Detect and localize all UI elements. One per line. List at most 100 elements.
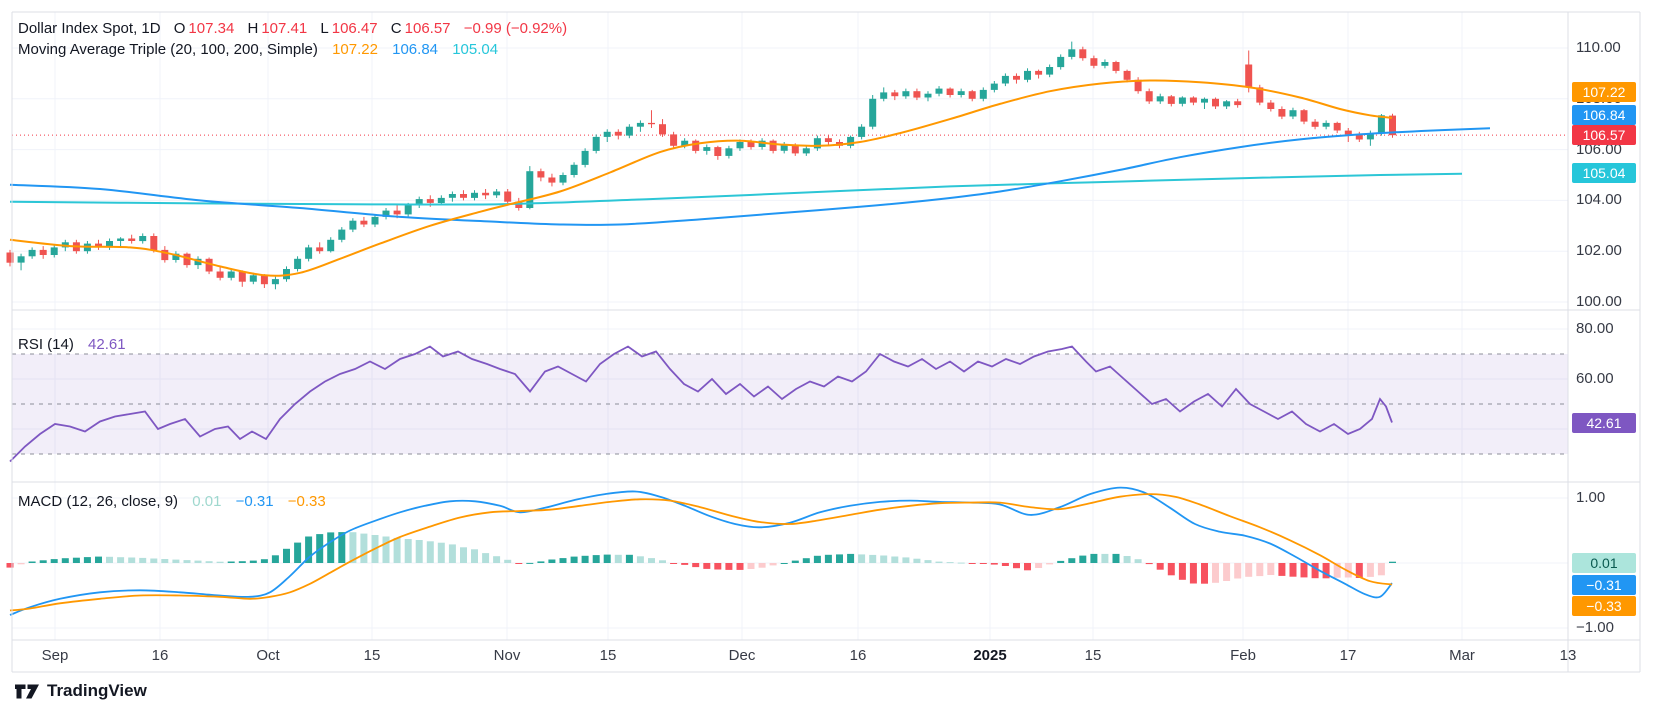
macd-histogram-bar <box>1123 556 1131 563</box>
macd-histogram-bar <box>769 563 777 566</box>
macd-histogram-bar <box>802 558 810 563</box>
candle-body <box>260 275 268 285</box>
macd-histogram-bar <box>448 544 456 563</box>
macd-histogram-bar <box>1035 563 1043 568</box>
macd-histogram-bar <box>1112 553 1120 563</box>
macd-histogram-bar <box>426 541 434 563</box>
macd-histogram-bar <box>437 542 445 563</box>
candle-body <box>117 238 125 241</box>
macd-histogram-bar <box>648 558 655 563</box>
candle-body <box>349 220 357 230</box>
candle-body <box>1223 101 1231 107</box>
rsi-value: 42.61 <box>88 336 126 353</box>
macd-histogram-bar <box>537 561 545 563</box>
macd-histogram-bar <box>614 554 622 563</box>
low-label: L <box>320 20 329 37</box>
candle-body <box>1079 49 1087 59</box>
macd-histogram-bar <box>106 556 113 563</box>
time-axis-label: 15 <box>1084 647 1102 664</box>
candle-body <box>659 124 666 135</box>
candle-body <box>415 199 423 206</box>
macd-histogram-bar <box>161 559 169 563</box>
candle-body <box>813 138 821 149</box>
candle-body <box>780 144 788 151</box>
price-axis-label: 100.00 <box>1576 293 1622 310</box>
macd-histogram-bar <box>194 560 202 563</box>
candle-body <box>28 249 36 257</box>
rsi-title: RSI (14) <box>18 336 74 353</box>
macd-histogram-bar <box>415 540 423 563</box>
macd-histogram-bar <box>570 556 578 563</box>
high-label: H <box>247 20 259 37</box>
rsi-legend: RSI (14) 42.61 <box>18 336 126 353</box>
macd-histogram-bar <box>216 561 224 563</box>
open-value: 107.34 <box>188 20 235 37</box>
candle-body <box>316 247 324 252</box>
candle-body <box>824 138 832 142</box>
ma200-line <box>9 172 1463 206</box>
candle-body <box>957 91 965 95</box>
candle-body <box>1245 64 1253 88</box>
candle-body <box>1355 134 1363 140</box>
candle-body <box>636 122 644 127</box>
candle-body <box>172 253 180 260</box>
candle-body <box>692 140 700 151</box>
macd-histogram-bar <box>869 554 877 563</box>
macd-histogram-bar <box>139 557 147 563</box>
price-axis-label: 104.00 <box>1576 191 1622 209</box>
macd-histogram-bar <box>1289 563 1297 577</box>
macd-histogram-bar <box>979 563 987 564</box>
candle-body <box>150 236 158 250</box>
macd-axis-label: −1.00 <box>1576 619 1614 636</box>
macd-line <box>9 486 1393 616</box>
macd-histogram-bar <box>294 542 302 563</box>
time-axis-label: 16 <box>849 647 867 664</box>
macd-histogram-bar <box>338 532 346 563</box>
macd-histogram-bar <box>117 557 125 563</box>
candle-body <box>537 171 545 178</box>
candle-body <box>714 147 722 156</box>
candle-body <box>437 197 445 203</box>
macd-histogram-bar <box>1156 563 1164 570</box>
macd-histogram-bar <box>1057 560 1065 563</box>
candle-body <box>249 275 257 282</box>
macd-histogram-bar <box>736 563 744 570</box>
candle-body <box>1278 109 1286 117</box>
candle-body <box>968 91 976 99</box>
candle-body <box>426 199 434 203</box>
candle-body <box>681 140 689 146</box>
macd-axis-label: 1.00 <box>1576 489 1606 506</box>
time-axis-label: 17 <box>1339 647 1357 664</box>
candle-body <box>95 243 102 248</box>
macd-histogram-bar <box>283 548 290 563</box>
candle-body <box>205 258 213 272</box>
macd-histogram-bar <box>205 561 213 563</box>
candle-body <box>1013 75 1020 80</box>
candle-body <box>1201 98 1208 103</box>
candle-body <box>216 271 224 278</box>
candle-body <box>1189 97 1197 103</box>
candle-body <box>847 136 855 146</box>
time-axis-label: 2025 <box>973 647 1007 664</box>
macd-histogram-bar <box>603 554 611 563</box>
macd-line-value: −0.31 <box>235 493 274 510</box>
macd-histogram-bar <box>471 549 478 563</box>
time-axis-label: 15 <box>599 647 617 664</box>
macd-histogram-bar <box>39 560 47 563</box>
candle-body <box>703 147 711 151</box>
macd-histogram-bar <box>703 563 711 569</box>
candle-body <box>1256 87 1264 103</box>
macd-histogram-bar <box>72 557 80 563</box>
candle-body <box>891 92 899 97</box>
tradingview-logo-icon <box>15 684 39 698</box>
candle-body <box>360 220 368 225</box>
macd-histogram-bar <box>1377 563 1385 576</box>
macd-histogram-bar <box>858 554 866 563</box>
candle-body <box>670 134 678 146</box>
macd-histogram-bar <box>1134 559 1142 563</box>
tradingview-logo[interactable]: TradingView <box>14 681 147 701</box>
macd-histogram-bar <box>17 563 25 565</box>
